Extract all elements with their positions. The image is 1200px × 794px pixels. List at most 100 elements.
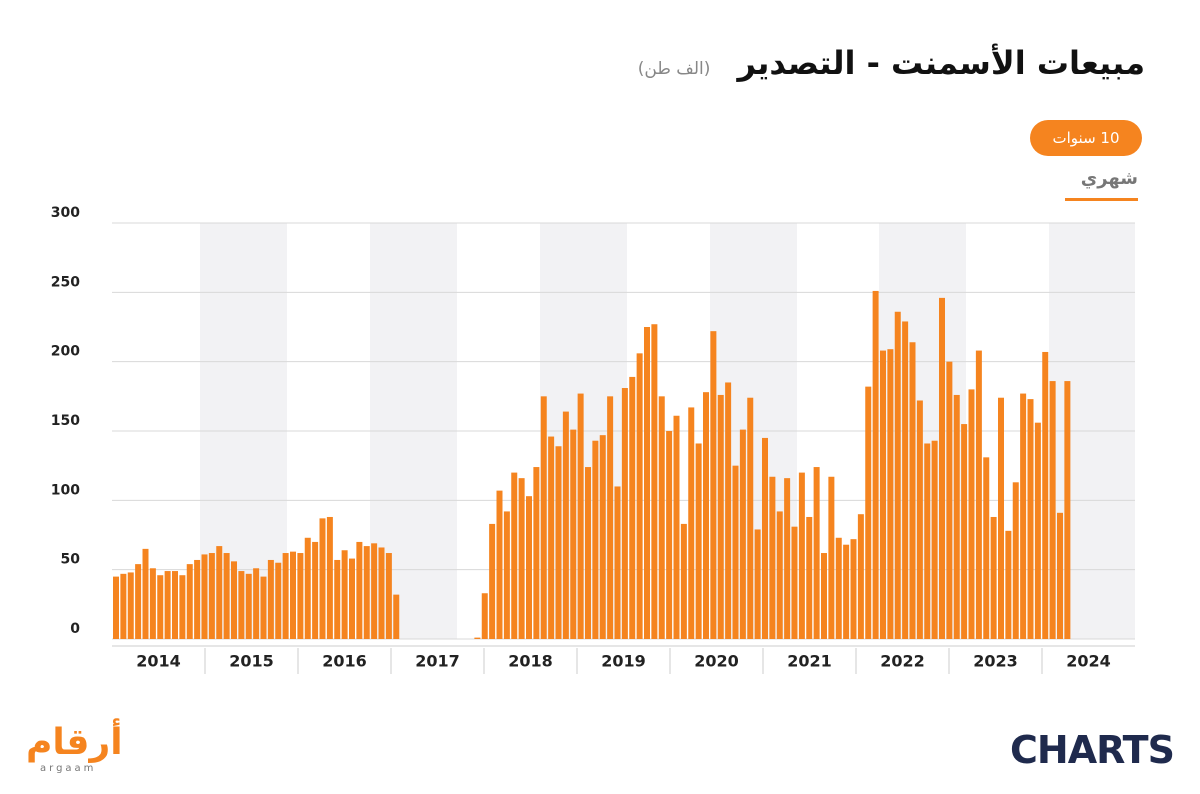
- band: [1049, 223, 1135, 639]
- range-button[interactable]: 10 سنوات: [1030, 120, 1142, 156]
- y-tick-label: 150: [51, 413, 80, 429]
- bar: [208, 553, 215, 639]
- bar: [894, 311, 901, 639]
- x-tick-label: 2024: [1066, 652, 1111, 671]
- bar: [629, 376, 636, 639]
- bar: [784, 478, 791, 639]
- bar: [474, 637, 481, 639]
- bar: [754, 529, 761, 639]
- bar: [857, 514, 864, 639]
- bar: [975, 350, 982, 639]
- bar: [828, 476, 835, 639]
- bar: [290, 551, 296, 639]
- bar: [968, 389, 975, 639]
- bar: [179, 575, 186, 639]
- bar: [835, 537, 842, 639]
- x-tick-label: 2018: [508, 652, 553, 671]
- bar: [385, 553, 392, 639]
- x-tick-label: 2021: [787, 652, 832, 671]
- bar: [695, 443, 702, 639]
- y-tick-label: 0: [70, 621, 80, 637]
- y-tick-label: 300: [51, 205, 80, 221]
- bar: [142, 548, 149, 639]
- bar: [496, 490, 503, 639]
- logo-charts: CHARTS: [1010, 728, 1175, 772]
- bar: [172, 571, 178, 639]
- bar: [1064, 381, 1071, 639]
- bar: [806, 516, 813, 639]
- bar: [194, 559, 201, 639]
- bar: [850, 539, 857, 639]
- bar: [732, 465, 739, 639]
- bar: [621, 388, 628, 639]
- bar: [120, 573, 127, 639]
- bar: [149, 568, 156, 639]
- bar: [821, 553, 827, 639]
- bar: [570, 429, 577, 639]
- bar: [481, 593, 488, 639]
- bar: [127, 572, 134, 639]
- bar: [113, 576, 119, 639]
- bar: [607, 396, 614, 639]
- bar: [393, 594, 400, 639]
- bar: [843, 544, 850, 639]
- bar: [688, 407, 695, 639]
- bar: [939, 297, 945, 639]
- bar: [511, 472, 518, 639]
- bar: [245, 573, 252, 639]
- chart-title: مبيعات الأسمنت - التصدير: [737, 44, 1145, 82]
- x-tick-label: 2022: [880, 652, 925, 671]
- bar: [378, 547, 385, 639]
- bar: [157, 575, 164, 639]
- bar: [231, 561, 237, 639]
- bar: [998, 397, 1004, 639]
- x-tick-label: 2020: [694, 652, 739, 671]
- bar: [658, 396, 665, 639]
- bar: [341, 550, 348, 639]
- bar: [585, 467, 591, 639]
- bar: [710, 331, 717, 639]
- bar: [186, 564, 193, 639]
- bar: [924, 443, 931, 639]
- bar: [1012, 482, 1019, 639]
- bar: [902, 321, 909, 639]
- bar: [363, 546, 370, 639]
- bar: [644, 327, 650, 639]
- bar: [865, 386, 872, 639]
- bar: [267, 559, 274, 639]
- period-tab[interactable]: شهري: [1065, 168, 1138, 201]
- bar: [503, 511, 510, 639]
- bar: [319, 518, 326, 639]
- bar: [1034, 422, 1041, 639]
- bar: [577, 393, 584, 639]
- bar: [651, 324, 658, 639]
- bar: [540, 396, 547, 639]
- bar: [304, 537, 311, 639]
- bar: [680, 523, 687, 639]
- bar: [887, 349, 894, 639]
- bar: [201, 554, 208, 639]
- bar: [253, 568, 260, 639]
- bar: [526, 496, 532, 639]
- bar: [223, 553, 230, 639]
- bar: [1057, 512, 1063, 639]
- bar: [518, 478, 525, 639]
- bar: [703, 392, 709, 639]
- bar: [872, 290, 879, 639]
- logo-argaam-sub: argaam: [40, 763, 97, 774]
- bar: [297, 553, 304, 639]
- bar: [961, 424, 968, 639]
- band: [879, 223, 966, 639]
- band: [540, 223, 627, 639]
- bar: [666, 431, 673, 639]
- bar: [762, 437, 768, 639]
- bar: [562, 411, 569, 639]
- bar: [334, 559, 341, 639]
- bar: [282, 553, 289, 639]
- bar: [1027, 399, 1034, 639]
- bar: [636, 353, 643, 639]
- x-tick-label: 2015: [229, 652, 274, 671]
- bar: [275, 562, 282, 639]
- bar: [916, 400, 923, 639]
- header: مبيعات الأسمنت - التصدير (الف طن): [638, 44, 1145, 82]
